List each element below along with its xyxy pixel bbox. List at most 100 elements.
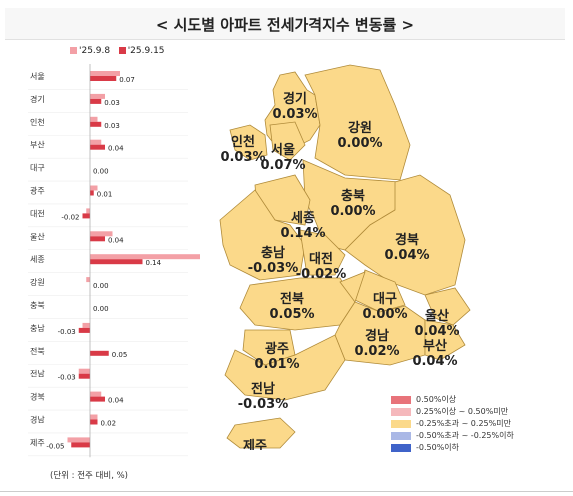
legend-swatch — [391, 444, 411, 452]
map-region-name: 광주 — [265, 342, 289, 357]
data-label: 0.01 — [97, 191, 113, 199]
map-region-name: 경남 — [365, 328, 389, 344]
map-region-value: 0.02% — [354, 344, 399, 359]
data-label: -0.03 — [58, 328, 76, 336]
bar-chart: 서울 0.07 경기 0.03 인천 0.03 부산 0.04 대구 0.00 광주 0.01 대전 -0… — [28, 64, 200, 458]
region-울산 — [424, 287, 471, 326]
map-region-name: 전북 — [280, 291, 304, 307]
bar-curr — [90, 236, 105, 242]
data-label: 0.00 — [93, 282, 109, 290]
map-legend-item: -0.50%이하 — [391, 442, 514, 454]
legend-swatch — [391, 420, 411, 428]
map-region-name: 서울 — [271, 142, 295, 158]
map-region-value: 0.00% — [337, 136, 382, 151]
region-대전 — [299, 229, 346, 276]
bar-curr — [90, 76, 117, 81]
legend-swatch — [391, 432, 411, 440]
series-legend: '25.9.8 '25.9.15 — [70, 46, 165, 56]
region-인천 — [229, 124, 268, 161]
category-label: 인천 — [30, 117, 45, 127]
map-region-value: -0.02% — [296, 267, 347, 282]
divider — [0, 491, 573, 492]
bar-curr — [90, 396, 105, 402]
legend-label: -0.50%이하 — [416, 443, 460, 452]
map-region-name: 대전 — [309, 251, 333, 267]
map-region-value: 0.05% — [269, 307, 314, 322]
map-legend-item: -0.50%초과 ~ -0.25%이하 — [391, 430, 514, 442]
bar-prev — [90, 231, 113, 237]
map-region-value: 0.03% — [272, 107, 317, 122]
category-label: 서울 — [30, 72, 45, 81]
map-region-name: 전남 — [251, 381, 275, 397]
category-label: 강원 — [30, 277, 45, 287]
data-label: 0.04 — [108, 236, 124, 244]
data-label: 0.04 — [108, 397, 124, 405]
category-label: 광주 — [30, 186, 45, 196]
bar-prev — [90, 71, 120, 76]
unit-note: (단위 : 전주 대비, %) — [50, 471, 129, 481]
korea-map: 경기0.03%강원0.00%인천0.03% 서울0.07%충북0.00%세종0.1… — [219, 64, 471, 450]
map-legend-item: -0.25%초과 ~ 0.25%미만 — [391, 418, 514, 430]
bar-curr — [78, 327, 90, 333]
bar-curr — [71, 442, 90, 448]
bar-prev — [90, 254, 200, 260]
page-title: < 시도별 아파트 전세가격지수 변동률 > — [155, 16, 415, 34]
bar-curr — [82, 213, 90, 219]
map-legend-item: 0.25%이상 ~ 0.50%미만 — [391, 406, 514, 418]
legend-label: 0.25%이상 ~ 0.50%미만 — [416, 407, 509, 416]
legend-label: -0.25%초과 ~ 0.25%미만 — [416, 419, 511, 428]
map-region-value: -0.03% — [238, 397, 289, 412]
category-label: 경남 — [30, 415, 45, 425]
bar-curr — [90, 98, 102, 104]
map-region-value: 0.00% — [362, 307, 407, 322]
data-label: 0.14 — [146, 259, 162, 267]
region-충남 — [219, 189, 306, 281]
bar-prev — [90, 116, 98, 122]
bar-curr — [90, 350, 109, 356]
category-label: 경기 — [30, 94, 45, 104]
region-제주 — [226, 417, 296, 449]
data-label: 0.07 — [119, 76, 135, 84]
map-region-name: 경기 — [283, 91, 307, 107]
map-region-name: 강원 — [348, 120, 372, 136]
prev-swatch — [70, 46, 77, 54]
map-region-value: 0.00% — [330, 204, 375, 219]
category-label: 전남 — [30, 369, 45, 379]
data-label: -0.03 — [58, 374, 76, 382]
bar-curr — [90, 190, 94, 196]
category-label: 충남 — [30, 324, 45, 333]
bar-curr — [78, 373, 90, 379]
map-region-value: 0.14% — [280, 226, 325, 241]
category-label: 전북 — [30, 346, 45, 356]
data-label: 0.00 — [93, 305, 109, 313]
bar-prev — [67, 437, 90, 443]
category-label: 경북 — [30, 392, 45, 402]
bar-prev — [90, 185, 98, 191]
bar-prev — [86, 208, 90, 214]
map-region-value: -0.03% — [248, 261, 299, 276]
map-legend-item: 0.50%이상 — [391, 394, 514, 406]
map-region-value: 0.04% — [414, 324, 459, 339]
data-label: -0.05 — [46, 442, 64, 450]
bar-prev — [90, 414, 98, 420]
category-label: 대구 — [30, 164, 45, 173]
category-label: 부산 — [30, 140, 45, 150]
region-서울 — [269, 121, 306, 161]
category-label: 울산 — [30, 231, 45, 241]
region-전남 — [224, 334, 346, 401]
map-region-value: 0.01% — [254, 357, 299, 372]
legend-swatch — [391, 396, 411, 404]
category-label: 대전 — [30, 208, 45, 218]
data-label: 0.05 — [112, 351, 128, 359]
category-label: 충북 — [30, 301, 45, 310]
map-region-value: 0.04% — [412, 354, 457, 369]
bar-prev — [82, 322, 90, 328]
bar-curr — [90, 121, 102, 127]
map-region-value: 0.03% — [220, 150, 265, 165]
curr-swatch — [118, 46, 126, 54]
map-legend: 0.50%이상 0.25%이상 ~ 0.50%미만 -0.25%초과 ~ 0.25%… — [391, 394, 514, 454]
region-강원 — [304, 64, 411, 181]
map-region-name: 충남 — [261, 245, 285, 261]
legend-curr: '25.9.15 — [127, 46, 165, 56]
data-label: 0.03 — [104, 122, 120, 130]
